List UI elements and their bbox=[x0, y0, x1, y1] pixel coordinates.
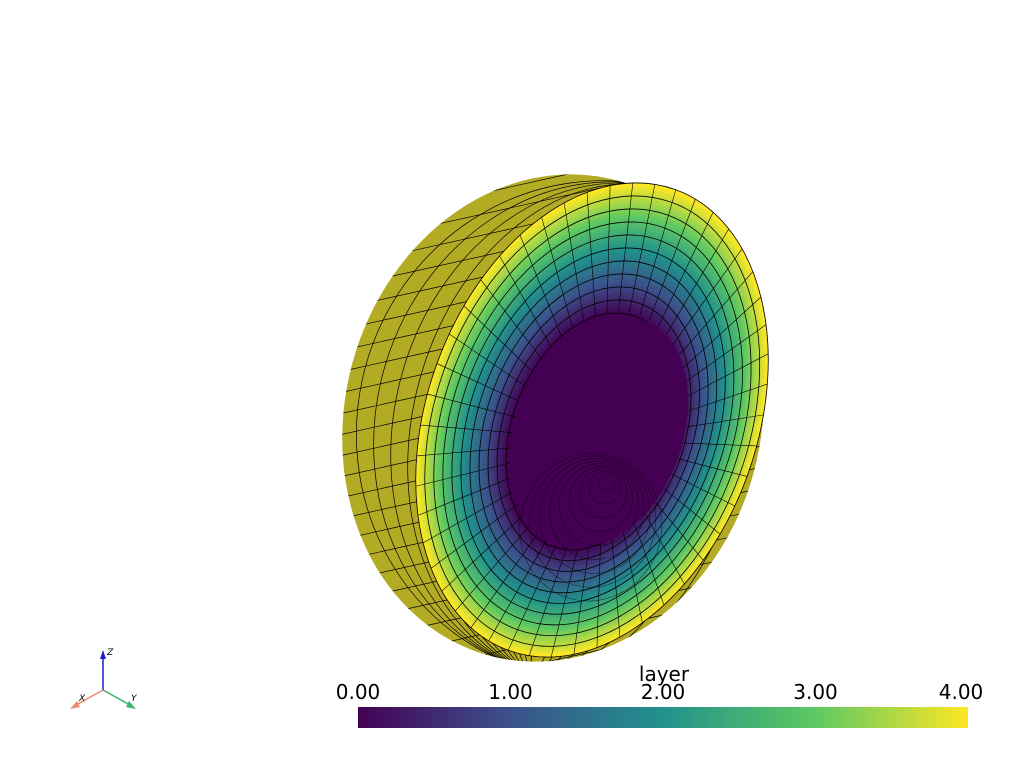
cavity-grid bbox=[579, 468, 627, 519]
tick-label: 3.00 bbox=[793, 680, 838, 704]
cut-spoke bbox=[685, 353, 769, 398]
cavity-grid bbox=[549, 460, 645, 560]
cut-spoke bbox=[618, 182, 634, 312]
z-label: Z bbox=[106, 648, 114, 658]
color-bar bbox=[358, 707, 968, 728]
cut-spoke bbox=[683, 414, 764, 428]
cut-spoke bbox=[463, 305, 535, 374]
tick-label: 1.00 bbox=[488, 680, 533, 704]
cut-ring bbox=[496, 299, 692, 562]
scalar-bar-title: layer bbox=[639, 662, 690, 686]
cut-spoke bbox=[563, 202, 585, 322]
cut-spoke bbox=[550, 548, 578, 658]
cut-spoke bbox=[417, 477, 512, 516]
cut-spoke bbox=[684, 324, 767, 383]
x-arrow bbox=[70, 701, 80, 709]
cut-spoke bbox=[653, 499, 704, 561]
cut-spoke bbox=[633, 522, 665, 606]
cavity-grid bbox=[519, 453, 662, 602]
mesh bbox=[329, 126, 818, 710]
cut-spoke bbox=[649, 199, 696, 320]
tick-label: 0.00 bbox=[336, 680, 381, 704]
cut-spoke bbox=[415, 462, 510, 487]
cut-spoke bbox=[436, 363, 521, 403]
cut-spoke bbox=[685, 383, 768, 413]
cut-spoke bbox=[639, 189, 677, 315]
cut-ring bbox=[451, 234, 735, 615]
axes-widget: Z X Y bbox=[70, 648, 138, 709]
cut-spoke bbox=[519, 234, 563, 338]
tick-label: 4.00 bbox=[939, 680, 984, 704]
cut-spoke bbox=[420, 424, 513, 433]
cut-spoke bbox=[422, 491, 514, 544]
cut-spoke bbox=[499, 255, 553, 349]
cut-spoke bbox=[455, 525, 530, 612]
cavity-grid bbox=[559, 463, 639, 546]
cut-spoke bbox=[507, 544, 557, 651]
cut-ring bbox=[460, 247, 726, 604]
cavity-grid bbox=[539, 458, 651, 574]
cut-spoke bbox=[480, 279, 543, 361]
cut-spoke bbox=[611, 538, 621, 638]
cut-spoke bbox=[488, 540, 547, 642]
cut-ring bbox=[478, 273, 709, 583]
cut-spoke bbox=[586, 192, 596, 317]
cavity-grid bbox=[588, 471, 622, 505]
cut-ring bbox=[442, 221, 743, 626]
y-label: Y bbox=[131, 694, 138, 704]
tick-label: 2.00 bbox=[641, 680, 686, 704]
x-label: X bbox=[78, 694, 86, 704]
x-axis bbox=[75, 689, 104, 706]
cut-spoke bbox=[643, 511, 685, 585]
y-axis bbox=[102, 689, 131, 706]
cut-spoke bbox=[680, 442, 757, 447]
cut-spoke bbox=[441, 515, 524, 592]
cut-spoke bbox=[622, 531, 643, 623]
cut-spoke bbox=[629, 184, 656, 313]
cavity-grid bbox=[529, 455, 657, 588]
cut-spoke bbox=[669, 472, 735, 507]
cavity bbox=[519, 317, 689, 547]
cavity-grid bbox=[598, 473, 616, 491]
cut-spoke bbox=[449, 333, 527, 388]
cut-spoke bbox=[430, 503, 518, 569]
cut-spoke bbox=[427, 393, 516, 418]
y-arrow bbox=[126, 701, 136, 709]
cut-spoke bbox=[675, 457, 748, 477]
cut-spoke bbox=[596, 543, 601, 648]
scalar-bar: layer 0.00 1.00 2.00 3.00 4.00 bbox=[336, 662, 984, 728]
cut-spoke bbox=[528, 547, 567, 656]
cut-spoke bbox=[658, 212, 714, 327]
cut-spoke bbox=[678, 271, 754, 357]
z-arrow bbox=[100, 650, 106, 659]
cut-spoke bbox=[682, 296, 762, 369]
cut-spoke bbox=[672, 248, 743, 345]
cut-spoke bbox=[661, 486, 721, 535]
cut-spoke bbox=[470, 533, 538, 628]
cut-spoke bbox=[606, 185, 611, 313]
cut-spoke bbox=[666, 228, 730, 335]
cut-ring bbox=[433, 208, 752, 637]
cut-ring bbox=[487, 286, 700, 572]
cut-spoke bbox=[416, 447, 511, 457]
cut-spoke bbox=[541, 217, 574, 329]
cavity-grid bbox=[569, 465, 633, 533]
cut-ring bbox=[469, 260, 718, 594]
